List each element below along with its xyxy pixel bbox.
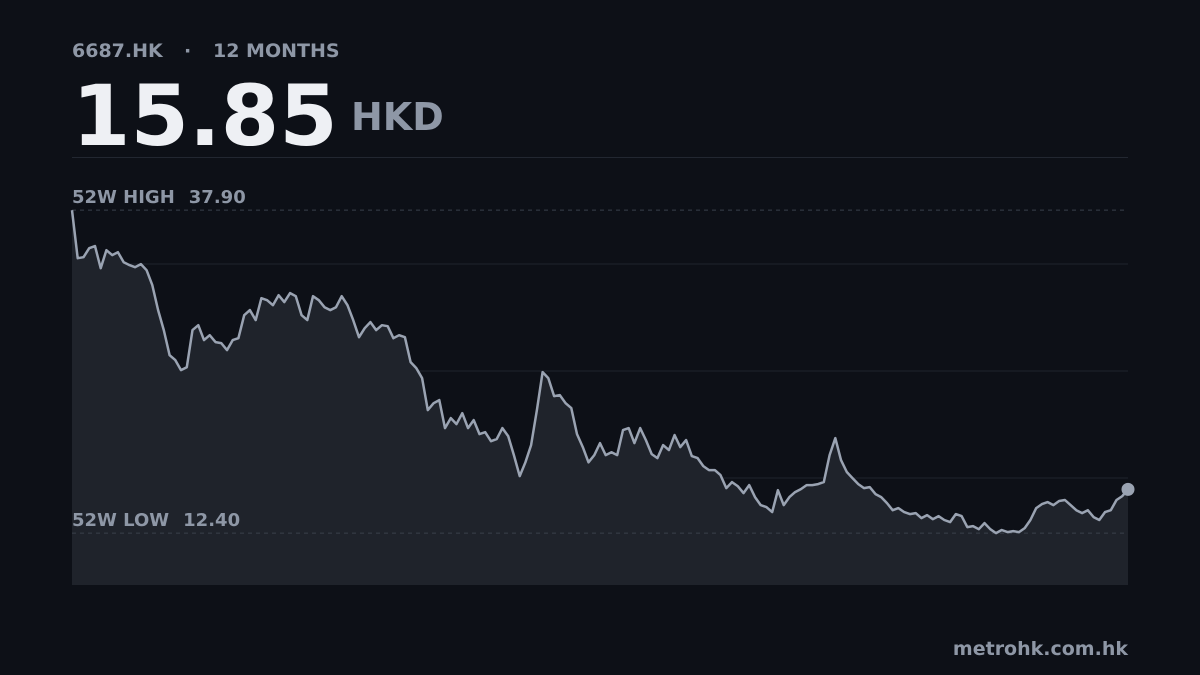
reference-value: 37.90 <box>189 187 246 208</box>
last-point <box>1121 482 1135 496</box>
currency: HKD <box>351 95 444 139</box>
reference-name: 52W HIGH <box>72 187 175 208</box>
price-line <box>70 210 1129 535</box>
period: 12 MONTHS <box>213 40 340 62</box>
reference-label: 52W HIGH 37.90 <box>72 187 246 208</box>
reference-name: 52W LOW <box>72 510 169 531</box>
separator: · <box>184 40 191 62</box>
site: metrohk.com.hk <box>953 638 1128 660</box>
price: 15.85 <box>72 67 338 165</box>
ticker: 6687.HK <box>72 40 164 62</box>
reference-label: 52W LOW 12.40 <box>72 510 240 531</box>
area <box>72 210 1128 585</box>
plot: 52W HIGH 37.90 52W LOW 12.40 <box>70 187 1135 585</box>
reference-value: 12.40 <box>183 510 240 531</box>
